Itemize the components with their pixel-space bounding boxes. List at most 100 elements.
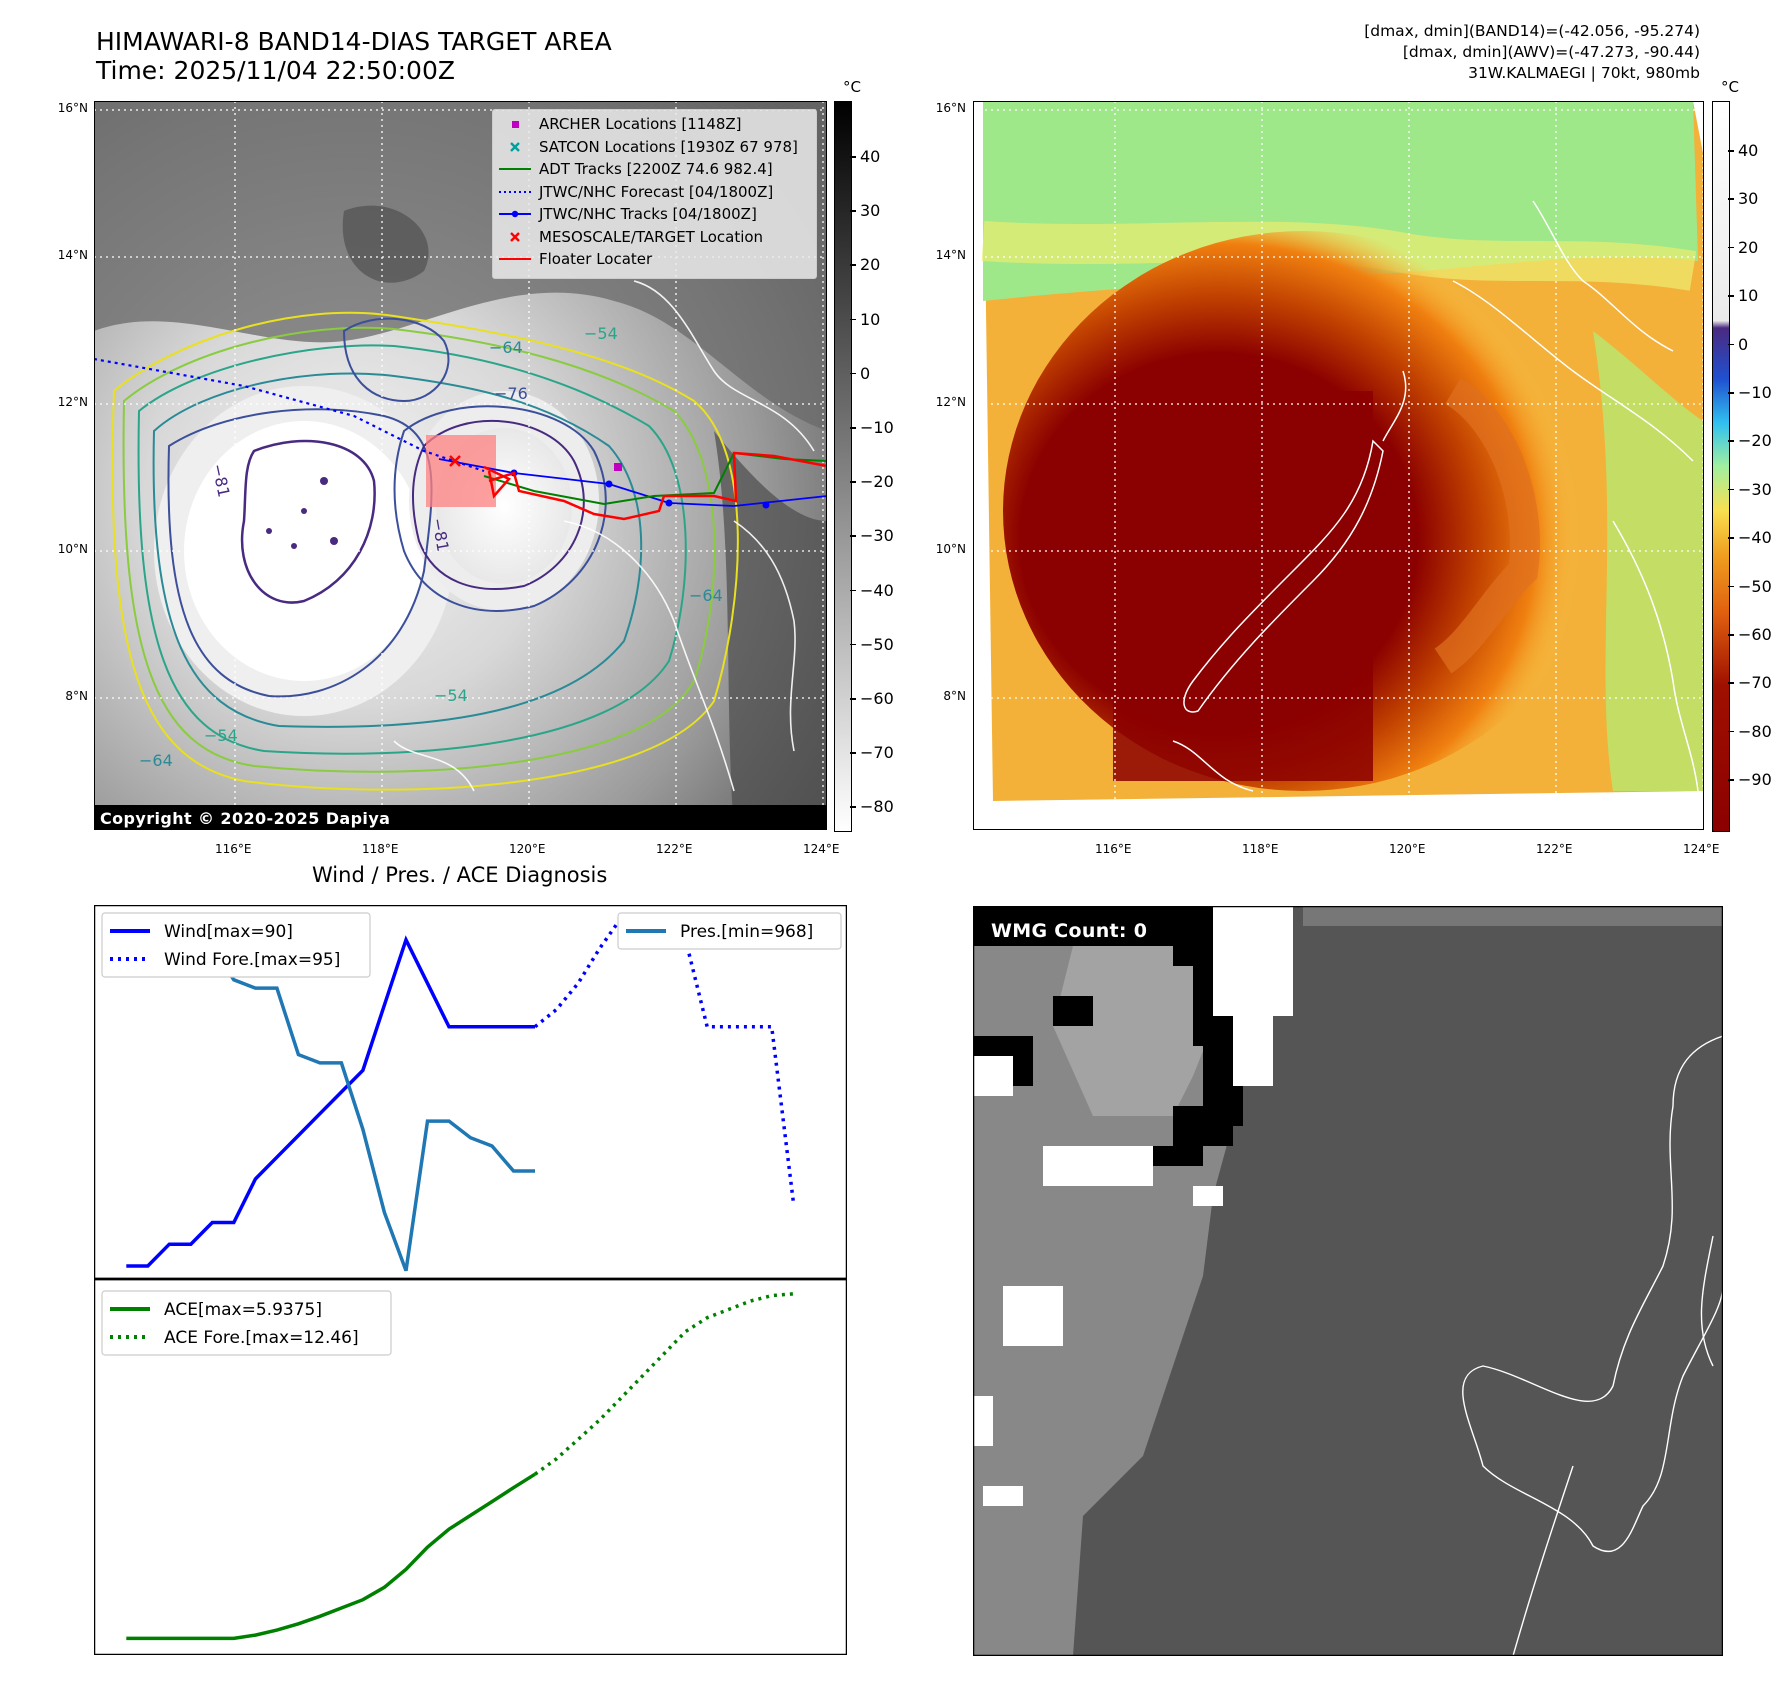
ir-colorbar-tick	[850, 535, 856, 537]
legend-marker-icon	[499, 210, 531, 218]
awv-colorbar-tick	[1728, 682, 1734, 684]
awv-colorbar-label: −60	[1738, 625, 1772, 644]
info-line2: [dmax, dmin](AWV)=(-47.273, -90.44)	[1402, 43, 1700, 61]
awv-colorbar-unit: °C	[1721, 78, 1739, 96]
ace-legend-label: ACE Fore.[max=12.46]	[164, 1328, 359, 1348]
legend-label: JTWC/NHC Forecast [04/1800Z]	[539, 182, 774, 201]
diagnosis-chart-svg: 203040506070809097098099010001010WindPre…	[21, 903, 935, 1657]
awv-colorbar-tick	[1728, 343, 1734, 346]
ir-colorbar-tick	[850, 156, 856, 158]
awv-map-image	[972, 100, 1705, 831]
ir-colorbar-tick	[850, 589, 856, 592]
awv-colorbar-label: 0	[1738, 334, 1749, 354]
contour-label: −76	[494, 384, 528, 403]
legend-label: ARCHER Locations [1148Z]	[539, 115, 742, 133]
ir-colorbar-unit: °C	[843, 78, 861, 96]
ace-legend-label: ACE[max=5.9375]	[164, 1300, 322, 1320]
legend-marker-icon	[499, 258, 531, 260]
lon-tick-label: 116°E	[1095, 842, 1132, 856]
awv-colorbar-label: −20	[1738, 431, 1772, 451]
contour-label: −54	[434, 686, 468, 705]
contour-label: −64	[489, 338, 523, 357]
ace-series-line-1	[533, 1292, 794, 1476]
awv-colorbar-tick	[1728, 585, 1734, 588]
legend-item: JTWC/NHC Tracks [04/1800Z]	[497, 204, 812, 224]
lat-tick-label: 8°N	[943, 689, 966, 703]
lon-tick-label: 120°E	[509, 842, 546, 856]
lat-tick-label: 10°N	[935, 542, 966, 556]
series-line-0	[126, 935, 535, 1268]
ir-colorbar-tick	[850, 752, 856, 754]
ir-colorbar	[834, 101, 852, 832]
ir-colorbar-tick	[850, 481, 856, 483]
lon-tick-label: 118°E	[362, 842, 399, 856]
ir-colorbar-label: 20	[860, 255, 881, 275]
awv-colorbar-tick	[1728, 779, 1734, 781]
lon-tick-label: 122°E	[656, 842, 693, 856]
ir-colorbar-tick	[850, 264, 856, 266]
legend-item: ADT Tracks [2200Z 74.6 982.4]	[497, 159, 812, 179]
pressure-legend-box	[617, 912, 842, 950]
figure-title-line2: Time: 2025/11/04 22:50:00Z	[96, 56, 455, 85]
awv-colorbar-tick	[1728, 440, 1734, 442]
legend-item: ARCHER Locations [1148Z]	[497, 114, 812, 134]
legend-label: ADT Tracks [2200Z 74.6 982.4]	[539, 160, 773, 178]
lat-tick-label: 16°N	[57, 101, 88, 115]
ir-colorbar-label: 40	[860, 147, 881, 166]
awv-colorbar-label: −40	[1738, 528, 1772, 548]
awv-colorbar-label: 20	[1738, 237, 1759, 257]
legend-label: Floater Locater	[539, 250, 653, 268]
awv-colorbar	[1712, 101, 1730, 832]
ir-colorbar-tick	[850, 427, 856, 429]
contour-label: −64	[689, 586, 723, 605]
info-line1: [dmax, dmin](BAND14)=(-42.056, -95.274)	[1364, 22, 1700, 40]
awv-colorbar-label: −30	[1738, 479, 1772, 499]
ace-series-line-0	[126, 1472, 536, 1641]
lon-tick-label: 120°E	[1389, 842, 1426, 856]
ir-map-legend: ARCHER Locations [1148Z] SATCON Locations…	[492, 109, 817, 279]
ir-colorbar-tick	[850, 372, 856, 375]
lon-tick-label: 122°E	[1536, 842, 1573, 856]
ir-colorbar-label: −80	[860, 797, 894, 817]
ace-legend-box	[101, 1290, 392, 1356]
contour-label: −54	[204, 726, 238, 745]
awv-colorbar-label: −80	[1738, 721, 1772, 741]
legend-marker-icon	[499, 190, 531, 193]
legend-label: MESOSCALE/TARGET Location	[539, 227, 764, 246]
awv-colorbar-tick	[1728, 730, 1734, 733]
wind-legend-label: Wind[max=90]	[164, 922, 293, 942]
awv-colorbar-tick	[1728, 295, 1734, 297]
series-line-1	[533, 916, 795, 1201]
ir-colorbar-label: 10	[860, 309, 881, 329]
awv-colorbar-tick	[1728, 150, 1734, 152]
lon-tick-label: 124°E	[1683, 842, 1720, 856]
legend-item: MESOSCALE/TARGET Location	[497, 227, 812, 247]
ir-colorbar-label: −10	[860, 418, 894, 437]
wind-legend-box	[101, 912, 371, 978]
awv-colorbar-label: −50	[1738, 576, 1772, 596]
wmg-panel: WMG Count: 0	[971, 904, 1725, 1658]
awv-colorbar-label: −10	[1738, 383, 1772, 402]
lat-tick-label: 8°N	[65, 689, 88, 703]
figure-title-line1: HIMAWARI-8 BAND14-DIAS TARGET AREA	[96, 27, 612, 56]
awv-colorbar-tick	[1728, 246, 1734, 249]
ir-colorbar-label: 30	[860, 201, 881, 221]
ir-colorbar-label: −30	[860, 526, 894, 546]
lat-tick-label: 14°N	[57, 248, 88, 262]
awv-colorbar-tick	[1728, 198, 1734, 200]
awv-colorbar-tick	[1728, 537, 1734, 539]
legend-item: SATCON Locations [1930Z 67 978]	[497, 137, 812, 157]
ir-colorbar-label: −20	[860, 472, 894, 492]
legend-label: SATCON Locations [1930Z 67 978]	[539, 137, 798, 156]
wmg-count-label: WMG Count: 0	[991, 920, 1148, 942]
awv-map-panel	[972, 100, 1705, 831]
legend-marker-icon	[510, 141, 520, 152]
pressure-legend-label: Pres.[min=968]	[680, 922, 813, 942]
contour-label: −54	[584, 324, 618, 343]
awv-colorbar-label: 10	[1738, 286, 1759, 306]
ir-colorbar-tick	[850, 318, 856, 321]
awv-colorbar-label: −90	[1738, 770, 1772, 790]
awv-colorbar-label: 30	[1738, 189, 1759, 209]
ir-colorbar-label: −40	[860, 580, 894, 600]
legend-marker-icon	[510, 231, 520, 242]
